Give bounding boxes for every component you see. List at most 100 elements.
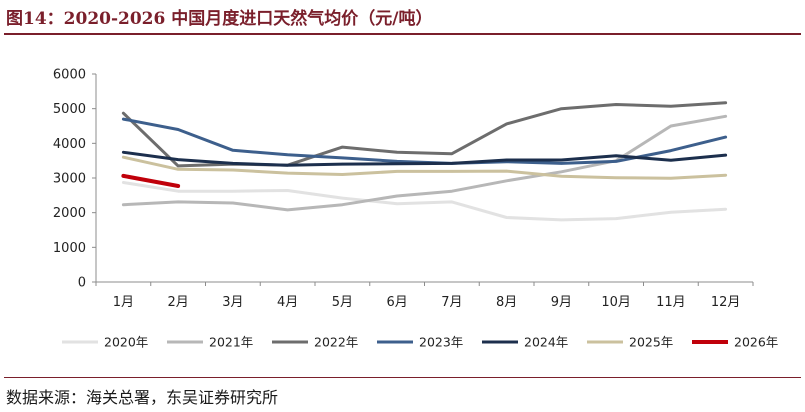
series-line-2026年 (121, 173, 181, 188)
data-point (560, 107, 563, 110)
data-point (614, 217, 618, 220)
data-point (505, 216, 508, 219)
data-point (231, 149, 235, 152)
data-point (395, 151, 399, 154)
data-point (505, 169, 508, 173)
data-point (341, 156, 344, 160)
data-point (505, 122, 508, 126)
legend: 2020年 2021年 2022年 2023年 2024年 2025年 2026年 (62, 335, 778, 350)
data-point (505, 158, 508, 162)
data-point (122, 156, 125, 159)
y-tick-label: 1000 (53, 241, 86, 256)
data-point (341, 196, 344, 200)
data-point (560, 218, 563, 222)
data-point (122, 174, 125, 178)
data-point (286, 171, 289, 175)
series-layer (121, 101, 728, 222)
y-tick-label: 5000 (53, 102, 86, 117)
data-point (286, 153, 289, 156)
data-point (450, 152, 454, 155)
title-rule (4, 33, 801, 35)
y-tick-label: 6000 (53, 68, 86, 83)
data-point (395, 202, 399, 205)
axes: 0 1000 2000 3000 4000 5000 6000 1月 2月 3月 4月 5月 6月 7月 8… (53, 68, 754, 310)
legend-label: 2020年 (104, 335, 148, 350)
data-point (395, 170, 399, 173)
source-rule (4, 377, 801, 378)
series-line-2024年 (121, 150, 728, 167)
data-point (614, 160, 618, 163)
data-point (560, 162, 563, 165)
data-point (614, 154, 618, 158)
data-point (176, 158, 180, 161)
data-point (614, 176, 618, 179)
data-point (176, 168, 180, 171)
data-point (176, 184, 180, 188)
data-point (286, 189, 289, 192)
data-point (669, 149, 673, 152)
data-point (395, 162, 399, 165)
y-tick-label: 4000 (53, 137, 86, 152)
data-point (341, 203, 344, 206)
data-point (724, 174, 727, 177)
legend-label: 2022年 (314, 335, 358, 350)
data-point (724, 135, 727, 139)
data-point (450, 200, 454, 204)
data-point (176, 189, 180, 193)
x-tick-label: 5月 (332, 295, 353, 310)
data-point (724, 153, 727, 157)
data-point (176, 164, 180, 168)
x-tick-label: 6月 (386, 295, 407, 310)
data-point (286, 163, 289, 167)
series-line-2022年 (121, 101, 728, 168)
data-point (669, 211, 673, 214)
series-line-2021年 (121, 114, 728, 212)
y-tick-label: 3000 (53, 172, 86, 187)
data-point (231, 201, 235, 205)
x-tick-label: 1月 (113, 295, 134, 310)
x-tick-label: 8月 (496, 295, 517, 310)
source-note: 数据来源：海关总署，东吴证券研究所 (6, 388, 279, 407)
data-point (450, 189, 454, 193)
data-point (724, 115, 727, 118)
data-point (122, 151, 125, 154)
y-tick-label: 2000 (53, 206, 86, 221)
data-point (669, 159, 673, 162)
data-point (669, 177, 673, 180)
data-point (560, 170, 563, 173)
series-line-2020年 (121, 181, 728, 222)
data-point (450, 162, 454, 165)
data-point (341, 173, 344, 176)
data-point (669, 105, 673, 108)
data-point (122, 181, 125, 184)
x-tick-label: 11月 (656, 295, 686, 310)
data-point (122, 203, 125, 206)
legend-label: 2025年 (629, 335, 673, 350)
data-point (122, 111, 125, 115)
data-point (724, 101, 727, 104)
data-point (395, 160, 399, 163)
data-point (669, 124, 673, 128)
data-point (231, 162, 235, 165)
x-tick-label: 10月 (601, 295, 631, 310)
x-tick-label: 2月 (167, 295, 188, 310)
y-tick-label: 0 (78, 276, 86, 291)
legend-label: 2023年 (419, 335, 463, 350)
x-tick-label: 12月 (711, 295, 741, 310)
data-point (560, 175, 563, 178)
data-point (176, 128, 180, 131)
x-tick-label: 4月 (277, 295, 298, 310)
data-point (122, 117, 125, 121)
figure-title: 图14：2020-2026 中国月度进口天然气均价（元/吨） (6, 9, 433, 29)
x-tick-label: 9月 (551, 295, 572, 310)
data-point (176, 200, 180, 204)
legend-label: 2026年 (734, 335, 778, 350)
data-point (286, 208, 289, 212)
legend-label: 2021年 (209, 335, 253, 350)
data-point (724, 208, 727, 211)
data-point (231, 189, 235, 193)
legend-label: 2024年 (524, 335, 568, 350)
x-tick-label: 7月 (441, 295, 462, 310)
data-point (395, 194, 399, 198)
